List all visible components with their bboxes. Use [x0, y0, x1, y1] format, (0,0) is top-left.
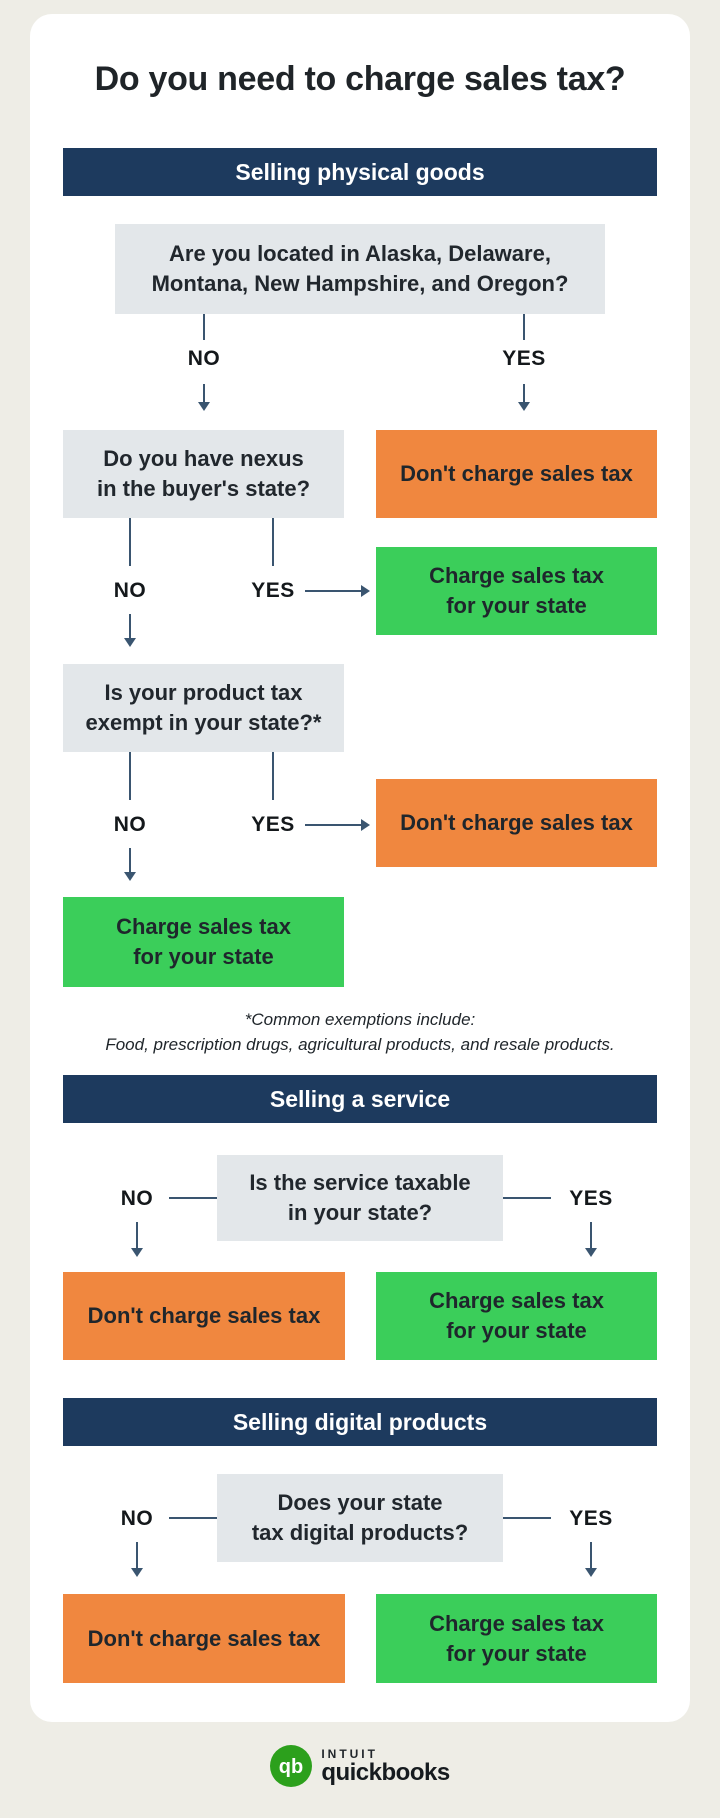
arrow-down-icon	[198, 402, 210, 411]
yes-label: YES	[502, 347, 546, 370]
arrow-right-icon	[361, 585, 370, 597]
outcome-charge-box: Charge sales tax for your state	[376, 547, 657, 635]
qb-monogram-icon: qb	[270, 1745, 313, 1787]
outcome-charge-line2: for your state	[446, 1318, 587, 1343]
connector-line	[503, 1517, 551, 1519]
section-header-service: Selling a service	[63, 1075, 657, 1123]
connector-line	[305, 590, 361, 592]
outcome-charge-box: Charge sales tax for your state	[376, 1272, 657, 1360]
question-nexus-line1: Do you have nexus	[103, 446, 304, 472]
connector-line	[203, 384, 205, 402]
question-digital-line2: tax digital products?	[251, 1520, 469, 1545]
outcome-dont-charge-label: Don't charge sales tax	[400, 810, 633, 836]
connector-line	[203, 314, 205, 340]
question-exempt-line2: exempt in your state?*	[85, 710, 322, 735]
qb-monogram-text: qb	[279, 1756, 303, 1778]
arrow-right-icon	[361, 819, 370, 831]
question-location-line1: Are you located in Alaska, Delaware,	[169, 241, 551, 267]
outcome-dont-charge-label: Don't charge sales tax	[87, 1303, 321, 1329]
no-label: NO	[113, 813, 147, 836]
connector-line	[129, 614, 131, 638]
connector-line	[169, 1197, 217, 1199]
connector-line	[272, 752, 274, 800]
arrow-down-icon	[585, 1568, 597, 1577]
outcome-dont-charge-label: Don't charge sales tax	[87, 1625, 321, 1651]
outcome-dont-charge-box: Don't charge sales tax	[376, 779, 657, 867]
section-header-physical: Selling physical goods	[63, 148, 657, 196]
arrow-down-icon	[124, 638, 136, 647]
question-service-box: Is the service taxable in your state?	[217, 1155, 503, 1241]
arrow-down-icon	[585, 1248, 597, 1257]
question-digital-box: Does your state tax digital products?	[217, 1474, 503, 1562]
connector-line	[305, 824, 361, 826]
outcome-dont-charge-box: Don't charge sales tax	[63, 1594, 345, 1683]
arrow-down-icon	[124, 872, 136, 881]
outcome-charge-line2: for your state	[133, 944, 274, 969]
outcome-charge-line2: for your state	[446, 593, 587, 618]
connector-line	[169, 1517, 217, 1519]
footnote-line1: *Common exemptions include:	[244, 1010, 476, 1029]
no-label: NO	[120, 1507, 154, 1530]
page-title: Do you need to charge sales tax?	[94, 60, 626, 98]
quickbooks-logo: qb INTUIT quickbooks	[0, 1745, 720, 1787]
yes-label: YES	[251, 813, 295, 836]
no-label: NO	[187, 347, 221, 370]
connector-line	[129, 752, 131, 800]
outcome-charge-line1: Charge sales tax	[429, 563, 604, 589]
no-label: NO	[113, 579, 147, 602]
outcome-charge-box: Charge sales tax for your state	[376, 1594, 657, 1683]
outcome-charge-line1: Charge sales tax	[116, 914, 291, 940]
outcome-dont-charge-box: Don't charge sales tax	[63, 1272, 345, 1360]
outcome-charge-line1: Charge sales tax	[429, 1288, 604, 1314]
connector-line	[590, 1542, 592, 1568]
yes-label: YES	[569, 1507, 613, 1530]
yes-label: YES	[251, 579, 295, 602]
connector-line	[590, 1222, 592, 1248]
connector-line	[129, 848, 131, 872]
question-service-line1: Is the service taxable	[249, 1170, 471, 1196]
outcome-charge-box: Charge sales tax for your state	[63, 897, 344, 987]
question-location-box: Are you located in Alaska, Delaware, Mon…	[115, 224, 605, 314]
connector-line	[129, 518, 131, 566]
section-header-service-label: Selling a service	[269, 1085, 451, 1112]
outcome-dont-charge-label: Don't charge sales tax	[400, 461, 633, 487]
question-nexus-line2: in the buyer's state?	[96, 476, 311, 501]
question-service-line2: in your state?	[287, 1200, 433, 1225]
question-digital-line1: Does your state	[277, 1490, 443, 1516]
intuit-wordmark: INTUIT	[321, 1746, 378, 1761]
question-exempt-box: Is your product tax exempt in your state…	[63, 664, 344, 752]
question-exempt-line1: Is your product tax	[104, 680, 303, 706]
arrow-down-icon	[518, 402, 530, 411]
section-header-digital: Selling digital products	[63, 1398, 657, 1446]
question-nexus-box: Do you have nexus in the buyer's state?	[63, 430, 344, 518]
quickbooks-wordmark: quickbooks	[321, 1758, 450, 1786]
section-header-physical-label: Selling physical goods	[235, 158, 485, 185]
outcome-dont-charge-box: Don't charge sales tax	[376, 430, 657, 518]
section-header-digital-label: Selling digital products	[232, 1408, 488, 1435]
connector-line	[523, 314, 525, 340]
connector-line	[523, 384, 525, 402]
question-location-line2: Montana, New Hampshire, and Oregon?	[151, 271, 569, 296]
connector-line	[272, 518, 274, 566]
arrow-down-icon	[131, 1568, 143, 1577]
no-label: NO	[120, 1187, 154, 1210]
footnote-line2: Food, prescription drugs, agricultural p…	[105, 1034, 615, 1054]
connector-line	[136, 1542, 138, 1568]
yes-label: YES	[569, 1187, 613, 1210]
footnote: *Common exemptions include: Food, prescr…	[30, 1008, 690, 1057]
connector-line	[136, 1222, 138, 1248]
connector-line	[503, 1197, 551, 1199]
brand-wordmark: INTUIT quickbooks	[321, 1746, 450, 1786]
outcome-charge-line1: Charge sales tax	[429, 1610, 604, 1636]
outcome-charge-line2: for your state	[446, 1640, 587, 1666]
arrow-down-icon	[131, 1248, 143, 1257]
